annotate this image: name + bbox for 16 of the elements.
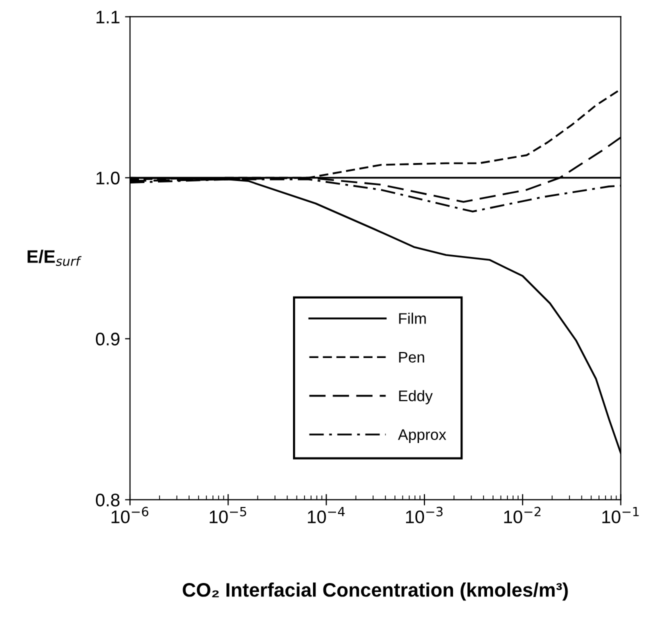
x-tick-label: 10$^{−1}$ — [602, 506, 639, 524]
legend-label: Approx — [398, 429, 446, 443]
y-tick-label: 1.1 — [96, 10, 120, 24]
x-tick-label: 10$^{−5}$ — [210, 506, 246, 524]
x-axis-title: CO₂ Interfacial Concentration (kmoles/m³) — [182, 582, 568, 601]
legend-label: Eddy — [399, 390, 433, 404]
legend-label: Pen — [399, 352, 424, 363]
y-axis-title: E/E$_{surf}$ — [28, 250, 82, 266]
x-tick-label: 10$^{−6}$ — [112, 506, 148, 524]
y-tick-label: 1.0 — [96, 172, 120, 184]
y-tick-label: 0.8 — [96, 494, 120, 506]
x-tick-label: 10$^{−3}$ — [406, 506, 443, 524]
legend-label: Film — [399, 312, 426, 324]
y-tick-label: 0.9 — [96, 332, 120, 346]
x-tick-label: 10$^{−2}$ — [504, 506, 540, 524]
x-tick-label: 10$^{−4}$ — [308, 506, 345, 524]
